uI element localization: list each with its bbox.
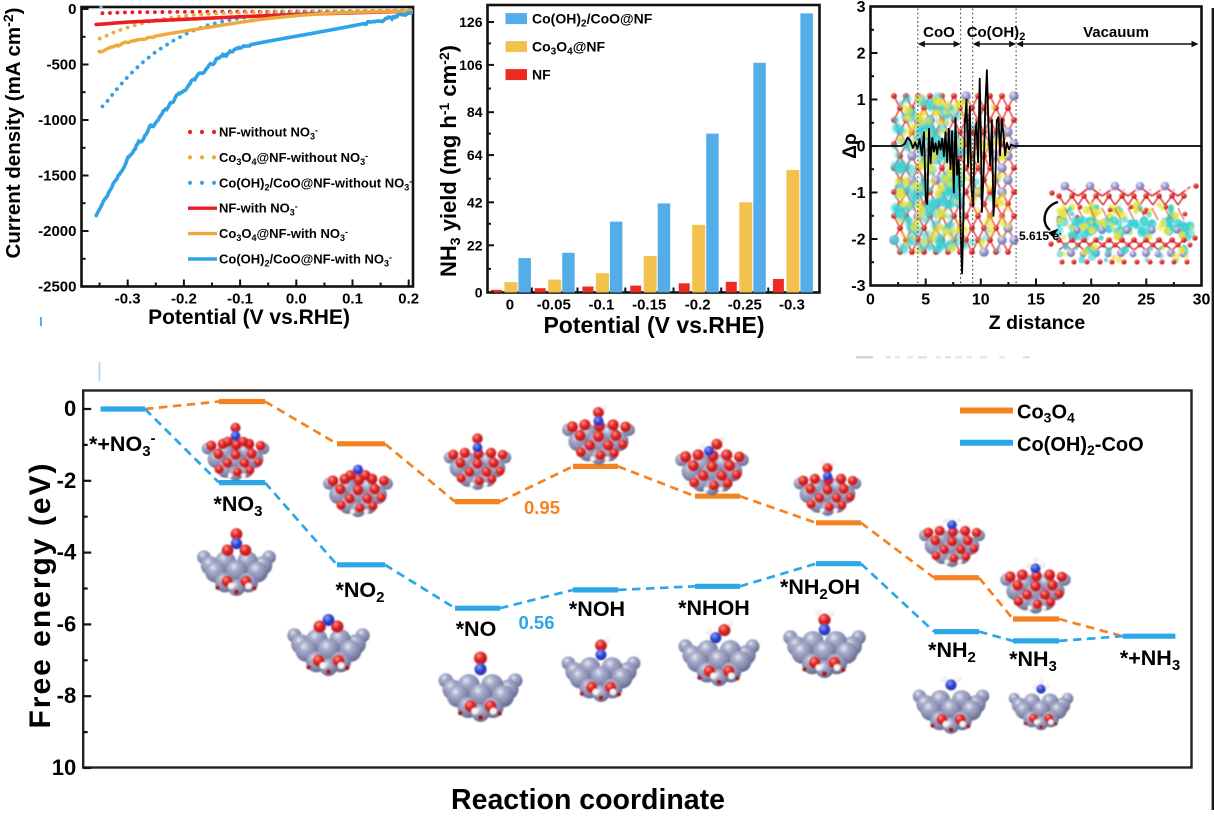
svg-text:NF-without NO3-: NF-without NO3- xyxy=(219,125,318,142)
svg-text:0: 0 xyxy=(866,292,875,309)
svg-text:*NOH: *NOH xyxy=(569,597,625,621)
svg-text:Co(OH)2: Co(OH)2 xyxy=(967,24,1026,43)
svg-text:0.0: 0.0 xyxy=(286,291,307,308)
svg-text:-500: -500 xyxy=(46,57,76,74)
svg-text:-0.05: -0.05 xyxy=(537,297,571,314)
svg-text:84: 84 xyxy=(467,104,483,120)
svg-text:-0.2: -0.2 xyxy=(685,297,711,314)
svg-text:-3: -3 xyxy=(851,278,865,295)
svg-text:Co(OH)2/CoO@NF-with NO3-: Co(OH)2/CoO@NF-with NO3- xyxy=(219,252,392,269)
svg-text:CoO: CoO xyxy=(923,24,955,41)
svg-text:Co3O4@NF: Co3O4@NF xyxy=(532,39,605,58)
svg-text:Co(OH)2/CoO@NF: Co(OH)2/CoO@NF xyxy=(532,11,653,30)
svg-text:Co3O4@NF-without NO3-: Co3O4@NF-without NO3- xyxy=(219,150,368,167)
svg-text:5: 5 xyxy=(921,292,930,309)
svg-text:NF: NF xyxy=(532,67,551,83)
svg-text:Co3O4: Co3O4 xyxy=(1017,402,1075,426)
svg-text:*+NH3: *+NH3 xyxy=(1120,646,1180,674)
svg-text:3: 3 xyxy=(857,0,866,16)
svg-text:-2000: -2000 xyxy=(38,223,76,240)
svg-text:30: 30 xyxy=(1193,292,1211,309)
svg-text:20: 20 xyxy=(1082,292,1100,309)
svg-text:-0.1: -0.1 xyxy=(227,291,253,308)
svg-text:22: 22 xyxy=(467,237,483,253)
svg-text:0.1: 0.1 xyxy=(342,291,363,308)
svg-text:106: 106 xyxy=(459,57,483,73)
svg-text:*NO: *NO xyxy=(456,617,497,641)
svg-text:Z distance: Z distance xyxy=(989,312,1086,334)
svg-text:-2500: -2500 xyxy=(38,279,76,296)
svg-text:5.615 e-: 5.615 e- xyxy=(1019,228,1062,243)
svg-text:-4: -4 xyxy=(57,540,77,565)
svg-text:0.56: 0.56 xyxy=(518,612,554,633)
svg-text:-6: -6 xyxy=(57,611,77,636)
svg-text:Reaction coordinate: Reaction coordinate xyxy=(451,784,725,816)
svg-text:0.2: 0.2 xyxy=(398,291,419,308)
svg-text:0: 0 xyxy=(68,1,76,18)
svg-text:1: 1 xyxy=(857,92,866,109)
svg-text:-0.2: -0.2 xyxy=(171,291,197,308)
svg-text:0: 0 xyxy=(475,285,483,301)
svg-text:-1000: -1000 xyxy=(38,112,76,129)
svg-text:-0.15: -0.15 xyxy=(632,297,666,314)
svg-text:0.95: 0.95 xyxy=(524,497,560,518)
svg-text:Co(OH)2-CoO: Co(OH)2-CoO xyxy=(1017,434,1144,458)
svg-text:-2: -2 xyxy=(851,232,865,249)
svg-text:42: 42 xyxy=(467,194,483,210)
svg-text:0: 0 xyxy=(857,139,866,156)
svg-text:-8: -8 xyxy=(57,683,77,708)
svg-text:-2: -2 xyxy=(57,468,77,493)
svg-text:0: 0 xyxy=(506,297,514,314)
svg-text:-0.3: -0.3 xyxy=(115,291,141,308)
svg-text:Potential (V vs.RHE): Potential (V vs.RHE) xyxy=(148,306,350,329)
svg-text:126: 126 xyxy=(459,14,483,30)
svg-text:Potential (V vs.RHE): Potential (V vs.RHE) xyxy=(543,312,764,338)
svg-text:Current density (mA cm-2): Current density (mA cm-2) xyxy=(0,8,25,259)
svg-text:Co(OH)2/CoO@NF-without NO3-: Co(OH)2/CoO@NF-without NO3- xyxy=(219,175,412,192)
svg-text:*NO3: *NO3 xyxy=(214,492,263,520)
svg-text:64: 64 xyxy=(467,147,483,163)
svg-text:-0.1: -0.1 xyxy=(588,297,614,314)
svg-text:0: 0 xyxy=(64,396,76,421)
svg-text:-1: -1 xyxy=(851,185,865,202)
svg-text:Δρ: Δρ xyxy=(840,133,861,159)
svg-text:2: 2 xyxy=(857,46,866,63)
svg-text:-0.25: -0.25 xyxy=(728,297,762,314)
svg-text:10: 10 xyxy=(972,292,990,309)
svg-text:Free energy (eV): Free energy (eV) xyxy=(24,461,57,728)
svg-text:*NHOH: *NHOH xyxy=(678,596,750,620)
svg-text:NH3 yield (mg h-1 cm-2): NH3 yield (mg h-1 cm-2) xyxy=(436,45,463,277)
svg-text:NF-with NO3-: NF-with NO3- xyxy=(219,201,298,218)
svg-text:25: 25 xyxy=(1137,292,1155,309)
svg-text:Co3O4@NF-with NO3-: Co3O4@NF-with NO3- xyxy=(219,226,348,243)
svg-text:Vacauum: Vacauum xyxy=(1083,24,1149,41)
svg-text:-1500: -1500 xyxy=(38,168,76,185)
svg-text:15: 15 xyxy=(1027,292,1045,309)
svg-text:10: 10 xyxy=(52,755,76,780)
svg-text:-0.3: -0.3 xyxy=(779,297,805,314)
